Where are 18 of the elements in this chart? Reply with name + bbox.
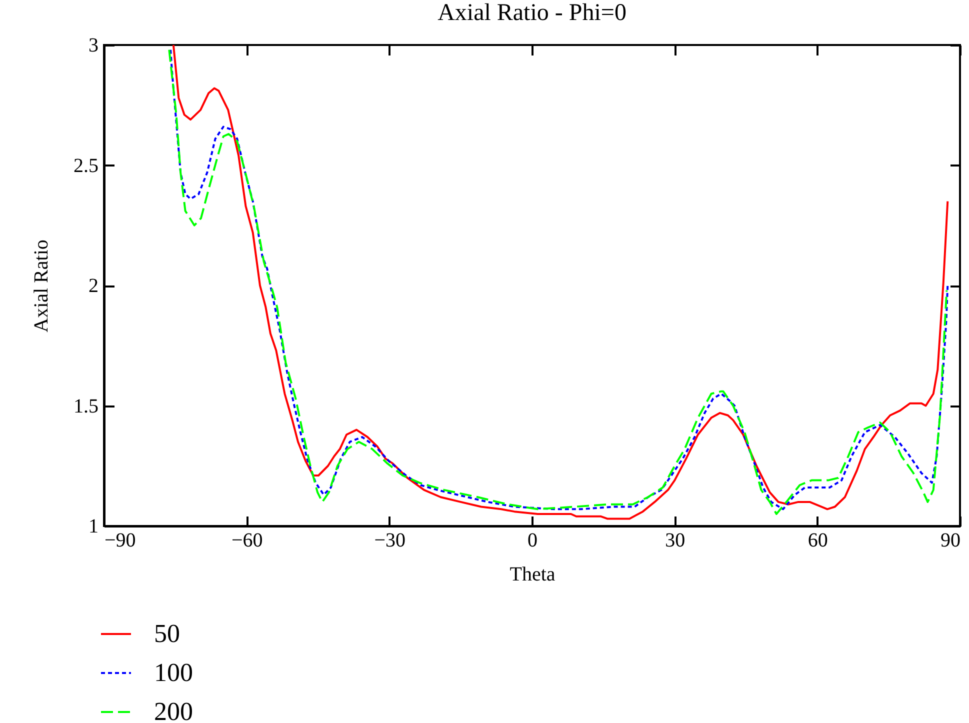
y-axis-title: Axial Ratio — [30, 240, 52, 332]
chart-title: Axial Ratio - Phi=0 — [438, 0, 626, 26]
x-tick-label: 90 — [940, 530, 960, 552]
x-tick-label: −90 — [104, 530, 136, 552]
legend-label: 50 — [154, 619, 180, 648]
x-axis-title: Theta — [510, 564, 556, 586]
x-tick-label: −60 — [232, 530, 263, 552]
y-tick-label: 2.5 — [74, 154, 98, 177]
y-tick-label: 1.5 — [74, 395, 98, 418]
y-tick-label: 3 — [88, 34, 98, 56]
y-tick-label: 1 — [88, 516, 98, 538]
x-tick-label: 30 — [665, 530, 686, 552]
legend-label: 200 — [154, 697, 193, 723]
x-tick-label: 60 — [808, 530, 828, 552]
x-tick-label: −30 — [374, 530, 406, 552]
x-tick-label: 0 — [528, 530, 538, 552]
y-tick-label: 2 — [88, 275, 98, 297]
legend-label: 100 — [154, 658, 193, 687]
